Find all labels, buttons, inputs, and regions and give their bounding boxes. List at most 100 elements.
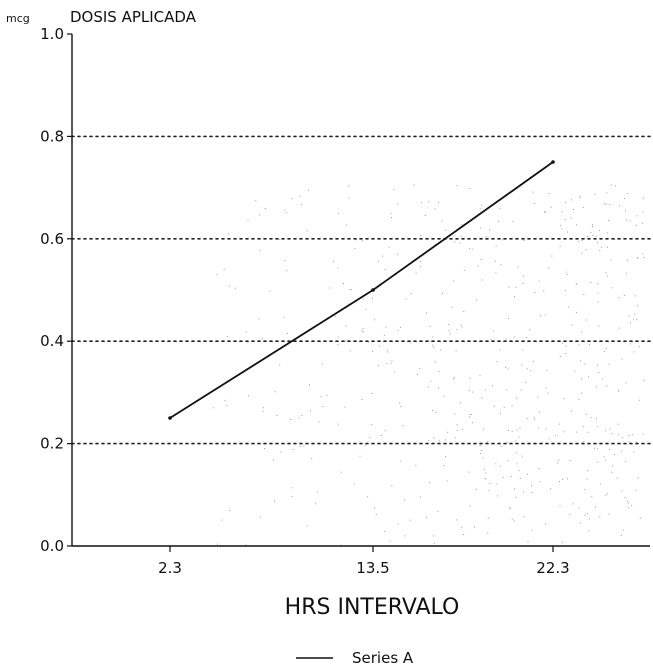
speckle-dot xyxy=(545,428,547,430)
speckle-dot xyxy=(578,344,580,346)
speckle-dot xyxy=(611,471,613,473)
speckle-dot xyxy=(563,431,565,433)
speckle-dot xyxy=(485,472,487,474)
speckle-dot xyxy=(374,319,375,321)
speckle-dot xyxy=(274,500,275,502)
speckle-dot xyxy=(415,464,417,466)
speckle-dot xyxy=(362,298,364,300)
speckle-dot xyxy=(212,407,214,409)
speckle-dot xyxy=(569,513,571,515)
speckle-dot xyxy=(344,406,346,408)
speckle-dot xyxy=(340,471,342,473)
speckle-dot xyxy=(505,338,507,340)
speckle-dot xyxy=(561,211,563,213)
speckle-dot xyxy=(513,336,515,338)
background-speckle xyxy=(212,184,645,547)
series-line-0 xyxy=(169,161,554,419)
speckle-dot xyxy=(454,235,456,237)
speckle-dot xyxy=(273,459,275,461)
speckle-dot xyxy=(564,218,566,220)
speckle-dot xyxy=(544,314,546,316)
speckle-dot xyxy=(581,378,582,380)
speckle-dot xyxy=(420,496,421,498)
speckle-dot xyxy=(635,489,637,491)
speckle-dot xyxy=(583,426,585,428)
speckle-dot xyxy=(507,460,509,462)
speckle-dot xyxy=(432,535,434,537)
speckle-dot xyxy=(592,235,594,237)
speckle-dot xyxy=(522,275,524,277)
speckle-dot xyxy=(578,398,580,400)
speckle-dot xyxy=(255,200,257,202)
speckle-dot xyxy=(419,261,421,262)
speckle-dot xyxy=(515,452,517,454)
speckle-dot xyxy=(582,207,584,208)
speckle-dot xyxy=(469,188,471,189)
speckle-dot xyxy=(459,242,461,244)
speckle-dot xyxy=(372,298,373,300)
speckle-dot xyxy=(460,402,462,404)
speckle-dot xyxy=(475,299,477,301)
speckle-dot xyxy=(480,227,482,229)
speckle-dot xyxy=(538,468,540,470)
speckle-dot xyxy=(560,225,561,227)
speckle-dot xyxy=(507,430,509,431)
speckle-dot xyxy=(605,494,607,496)
speckle-dot xyxy=(454,413,456,415)
speckle-dot xyxy=(527,473,528,475)
speckle-dot xyxy=(386,349,388,351)
speckle-dot xyxy=(372,351,374,352)
speckle-dot xyxy=(447,431,449,433)
speckle-dot xyxy=(541,442,543,444)
speckle-dot xyxy=(607,275,609,277)
speckle-dot xyxy=(627,193,629,195)
speckle-dot xyxy=(433,542,435,544)
speckle-dot xyxy=(287,333,288,334)
speckle-dot xyxy=(384,531,386,533)
speckle-dot xyxy=(608,219,609,221)
speckle-dot xyxy=(509,508,511,509)
speckle-dot xyxy=(611,287,613,289)
speckle-dot xyxy=(461,224,463,226)
speckle-dot xyxy=(539,315,541,317)
series-layer xyxy=(168,160,555,420)
speckle-dot xyxy=(217,543,218,545)
speckle-dot xyxy=(471,414,473,415)
speckle-dot xyxy=(522,282,524,284)
speckle-dot xyxy=(283,316,285,318)
speckle-dot xyxy=(609,204,611,206)
speckle-dot xyxy=(420,202,422,204)
speckle-dot xyxy=(545,211,546,213)
speckle-dot xyxy=(482,428,484,430)
speckle-dot xyxy=(474,526,475,528)
speckle-dot xyxy=(224,399,226,401)
speckle-dot xyxy=(514,488,515,490)
speckle-dot xyxy=(636,257,638,259)
speckle-dot xyxy=(262,338,264,340)
speckle-dot xyxy=(624,497,626,499)
speckle-dot xyxy=(585,249,587,251)
speckle-dot xyxy=(509,507,511,509)
speckle-dot xyxy=(226,405,228,407)
speckle-dot xyxy=(529,329,531,331)
speckle-dot xyxy=(570,199,572,201)
speckle-dot xyxy=(581,240,583,242)
chart-title: DOSIS APLICADA xyxy=(70,8,197,26)
speckle-dot xyxy=(526,337,527,338)
speckle-dot xyxy=(400,460,402,462)
speckle-dot xyxy=(581,392,583,394)
speckle-dot xyxy=(599,250,601,251)
speckle-dot xyxy=(391,360,393,362)
speckle-dot xyxy=(361,399,363,400)
speckle-dot xyxy=(391,485,393,487)
speckle-dot xyxy=(298,417,300,419)
speckle-dot xyxy=(534,418,536,420)
speckle-dot xyxy=(299,195,301,197)
speckle-dot xyxy=(409,519,411,521)
y-tick-label-2: 0.4 xyxy=(40,332,64,350)
speckle-dot xyxy=(513,520,515,522)
speckle-dot xyxy=(434,361,436,363)
speckle-dot xyxy=(579,522,581,524)
legend: Series A xyxy=(296,649,414,667)
speckle-dot xyxy=(258,214,260,216)
